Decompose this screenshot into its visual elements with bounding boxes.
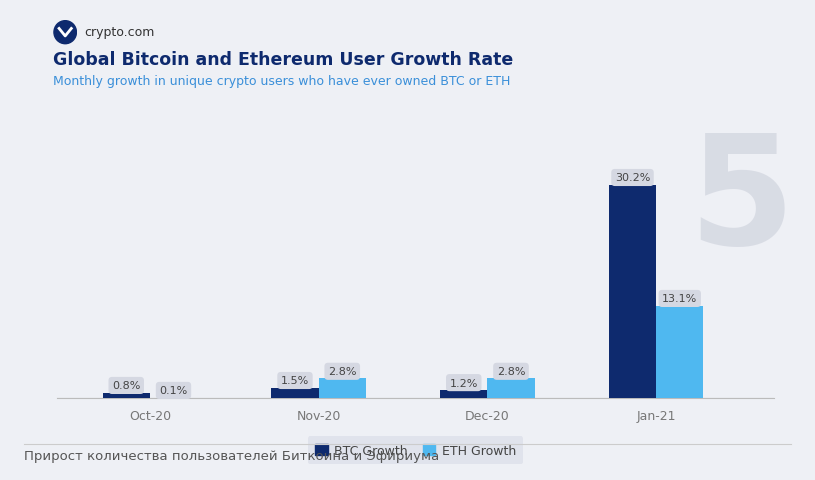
Bar (487, 379, 535, 398)
Text: Прирост количества пользователей Биткоина и Эфириума: Прирост количества пользователей Биткоин… (24, 449, 440, 462)
Text: 2.8%: 2.8% (497, 367, 525, 376)
Bar (271, 388, 319, 398)
Text: Global Bitcoin and Ethereum User Growth Rate: Global Bitcoin and Ethereum User Growth … (53, 50, 513, 68)
Text: 30.2%: 30.2% (615, 173, 650, 183)
Bar (319, 379, 366, 398)
Text: 5: 5 (689, 127, 795, 276)
Circle shape (54, 22, 77, 45)
Text: 1.5%: 1.5% (281, 376, 309, 386)
Text: crypto.com: crypto.com (84, 26, 154, 39)
Text: 1.2%: 1.2% (450, 378, 478, 388)
Text: 2.8%: 2.8% (328, 367, 356, 376)
Bar (656, 306, 703, 398)
Bar (103, 393, 150, 398)
Text: 0.8%: 0.8% (112, 381, 140, 391)
Legend: BTC Growth, ETH Growth: BTC Growth, ETH Growth (308, 436, 523, 464)
Bar (440, 390, 487, 398)
Bar (609, 185, 656, 398)
Text: 13.1%: 13.1% (662, 294, 698, 304)
Text: Monthly growth in unique crypto users who have ever owned BTC or ETH: Monthly growth in unique crypto users wh… (53, 74, 510, 87)
Text: 0.1%: 0.1% (160, 385, 187, 396)
